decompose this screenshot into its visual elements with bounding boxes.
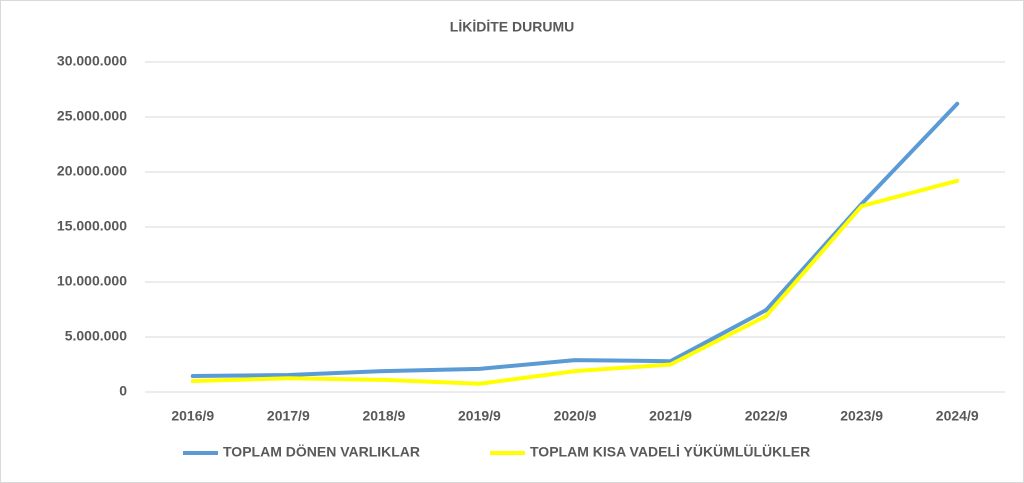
x-tick-label: 2019/9 xyxy=(458,408,501,424)
x-tick-label: 2021/9 xyxy=(649,408,692,424)
x-tick-label: 2017/9 xyxy=(267,408,310,424)
y-tick-label: 5.000.000 xyxy=(65,328,127,344)
legend-label: TOPLAM KISA VADELİ YÜKÜMLÜLÜKLER xyxy=(530,444,810,460)
y-tick-label: 10.000.000 xyxy=(57,273,127,289)
y-tick-label: 25.000.000 xyxy=(57,108,127,124)
x-tick-label: 2022/9 xyxy=(745,408,788,424)
x-tick-label: 2024/9 xyxy=(936,408,979,424)
series-line xyxy=(190,101,960,379)
y-tick-label: 30.000.000 xyxy=(57,53,127,69)
y-tick-label: 0 xyxy=(119,383,127,399)
chart-title: LİKİDİTE DURUMU xyxy=(450,19,574,35)
x-tick-label: 2020/9 xyxy=(554,408,597,424)
legend-label: TOPLAM DÖNEN VARLIKLAR xyxy=(223,444,420,460)
series-line xyxy=(190,178,960,386)
x-tick-label: 2016/9 xyxy=(171,408,214,424)
y-tick-label: 20.000.000 xyxy=(57,163,127,179)
x-tick-label: 2018/9 xyxy=(362,408,405,424)
y-tick-label: 15.000.000 xyxy=(57,218,127,234)
x-tick-label: 2023/9 xyxy=(840,408,883,424)
